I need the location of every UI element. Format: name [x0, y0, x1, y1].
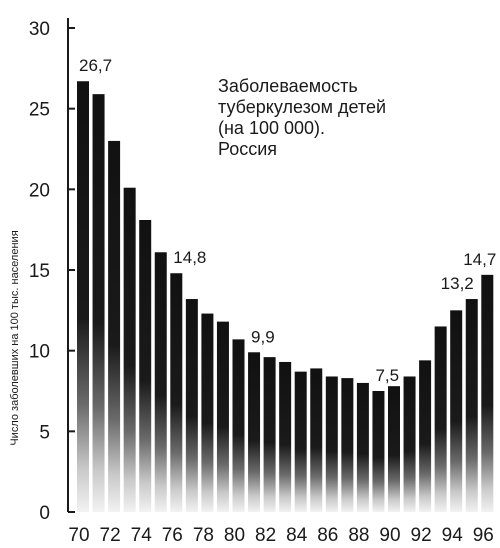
x-tick-label: 70 [68, 525, 89, 546]
bar [419, 360, 432, 512]
bar [325, 376, 338, 512]
bar [139, 219, 152, 512]
bars [77, 81, 494, 513]
y-tick-label: 10 [29, 342, 50, 363]
y-tick-label: 5 [39, 422, 50, 443]
x-tick-label: 84 [286, 525, 308, 546]
bar [108, 140, 121, 512]
x-tick-label: 94 [442, 525, 464, 546]
data-label: 9,9 [251, 327, 275, 346]
y-axis-label: Число заболевших на 100 тыс. населения [9, 230, 21, 445]
bar [263, 357, 276, 512]
bar [248, 352, 261, 512]
x-tick-label: 80 [224, 525, 245, 546]
bar [216, 321, 229, 512]
x-tick-label: 88 [348, 525, 369, 546]
y-tick-label: 15 [29, 261, 50, 282]
bar [388, 386, 400, 512]
x-tick-label: 76 [162, 525, 183, 546]
chart-title-line: Россия [218, 139, 277, 159]
data-label: 26,7 [79, 56, 112, 75]
x-axis: 70 72 74 76 78 80 82 84 86 88 90 92 94 96 [68, 525, 493, 546]
bar [403, 376, 416, 512]
x-tick-label: 90 [379, 525, 400, 546]
chart-title-line: (на 100 000). [218, 118, 325, 138]
data-label: 14,7 [463, 250, 496, 269]
y-tick-label: 30 [29, 19, 50, 40]
bar [232, 339, 245, 512]
chart-title-line: туберкулезом детей [218, 97, 386, 117]
data-label: 7,5 [375, 366, 399, 385]
bar [356, 382, 369, 512]
bar [92, 94, 105, 512]
data-labels: 26,7 14,8 9,9 7,5 13,2 14,7 [79, 56, 496, 385]
bar [201, 313, 214, 512]
bar [185, 299, 198, 512]
x-tick-label: 74 [131, 525, 153, 546]
x-tick-label: 92 [411, 525, 432, 546]
bar [170, 273, 183, 512]
bar [450, 310, 463, 512]
bar [123, 187, 136, 512]
bar [294, 371, 307, 512]
x-tick-label: 78 [193, 525, 214, 546]
y-tick-label: 0 [39, 503, 50, 524]
chart-title-line: Заболеваемость [218, 76, 358, 96]
data-label: 13,2 [441, 274, 474, 293]
x-tick-label: 86 [317, 525, 338, 546]
bar [310, 368, 323, 512]
data-label: 14,8 [173, 248, 206, 267]
bar [434, 326, 447, 512]
x-tick-label: 72 [100, 525, 121, 546]
bar [154, 252, 167, 512]
y-tick-label: 25 [29, 100, 50, 121]
bar [481, 274, 494, 512]
bar [372, 391, 385, 512]
bar [341, 378, 354, 512]
x-tick-label: 96 [473, 525, 494, 546]
y-axis: 0 5 10 15 20 25 30 [29, 19, 75, 524]
bar [77, 81, 89, 513]
y-tick-label: 20 [29, 180, 50, 201]
bar [279, 361, 292, 512]
bar [465, 299, 478, 512]
x-tick-label: 82 [255, 525, 276, 546]
